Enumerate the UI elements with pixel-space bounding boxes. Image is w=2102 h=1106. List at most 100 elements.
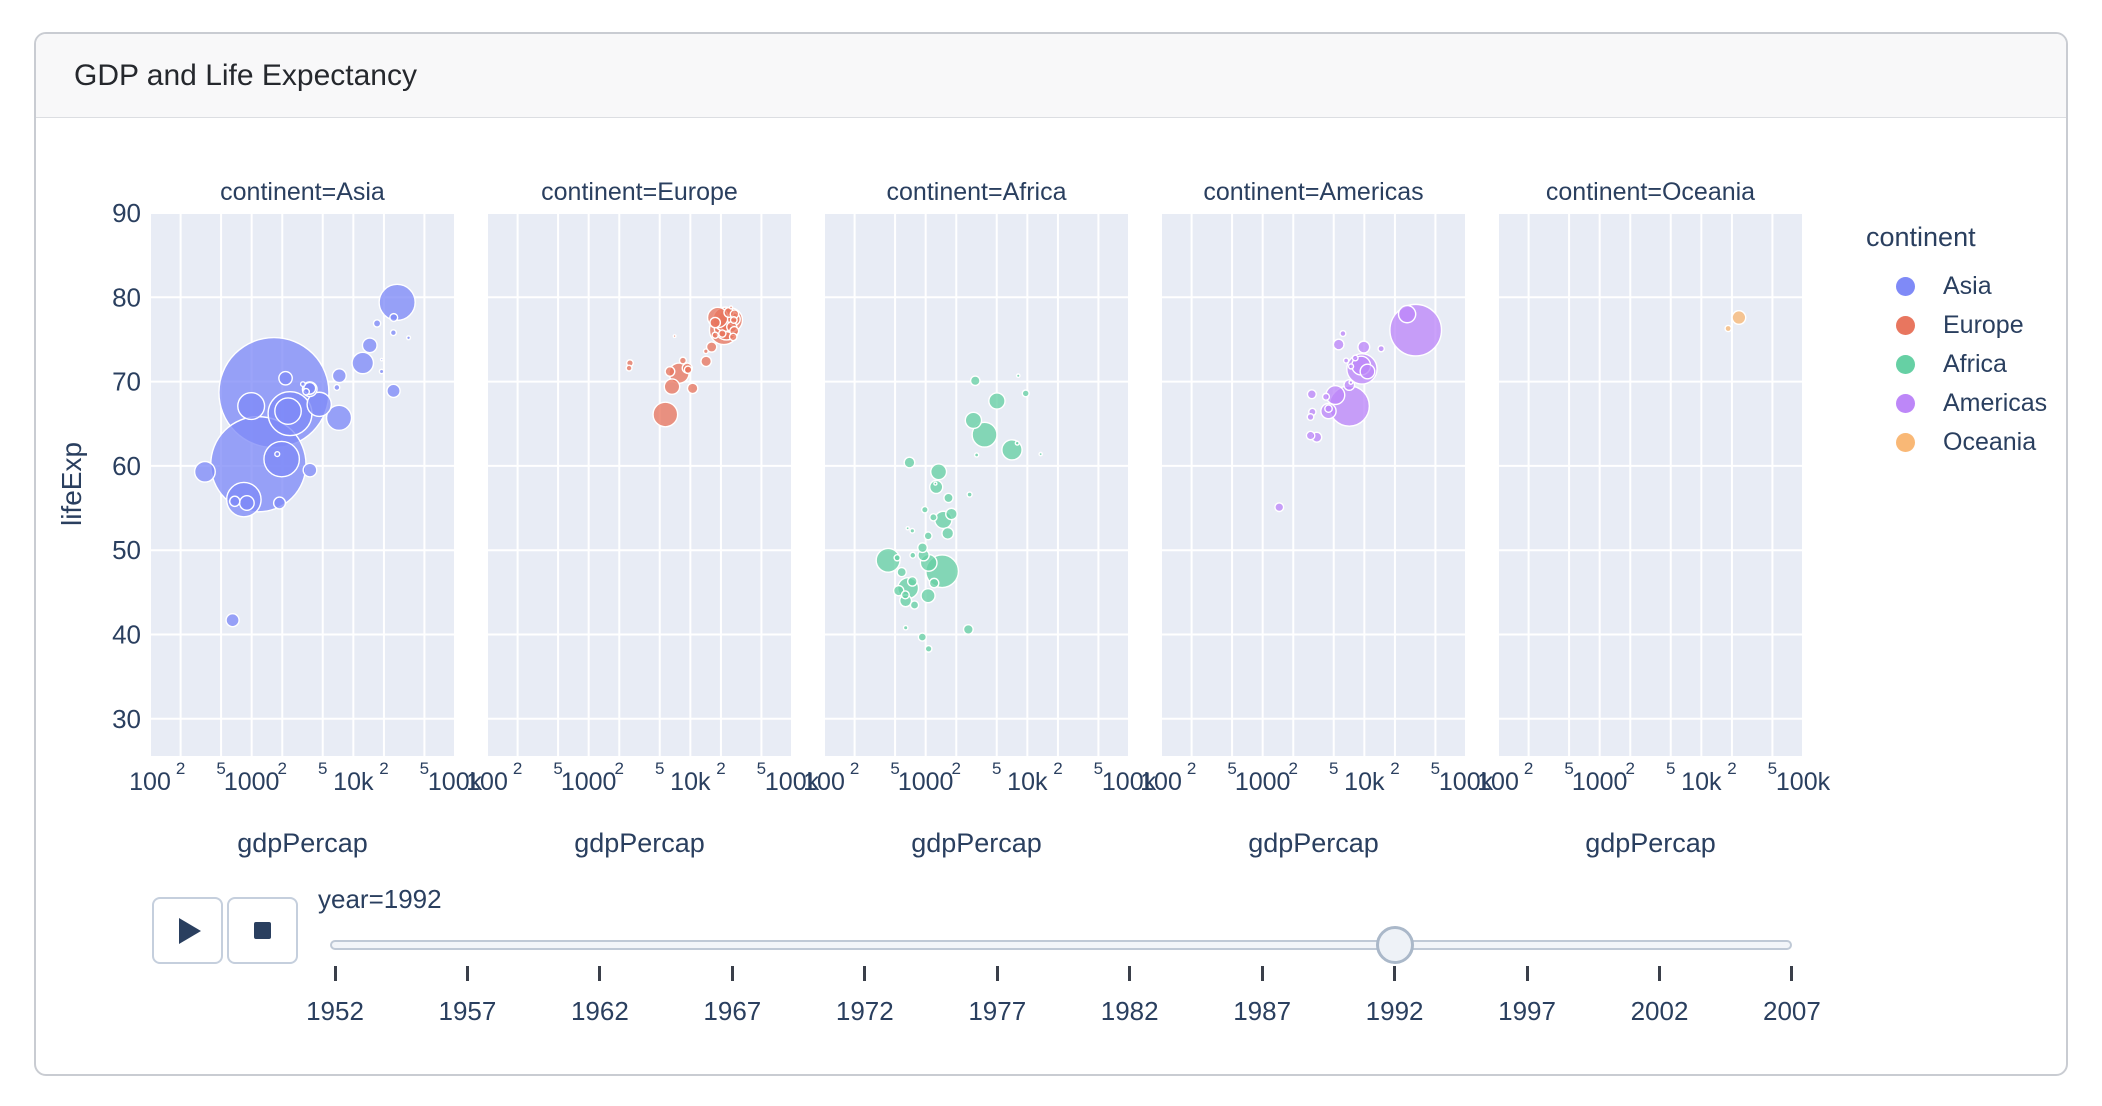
data-point[interactable] xyxy=(299,381,306,388)
data-point[interactable] xyxy=(405,335,412,341)
data-point[interactable] xyxy=(924,644,933,653)
stop-button[interactable] xyxy=(227,897,298,964)
data-point[interactable] xyxy=(386,383,401,399)
legend-item-americas[interactable]: Americas xyxy=(1866,384,2086,423)
data-point[interactable] xyxy=(678,356,687,365)
data-point[interactable] xyxy=(964,411,983,430)
data-point[interactable] xyxy=(1348,379,1354,385)
data-point[interactable] xyxy=(709,316,722,329)
data-point[interactable] xyxy=(1274,502,1285,513)
data-point[interactable] xyxy=(728,332,738,342)
data-point[interactable] xyxy=(1321,392,1331,401)
data-point[interactable] xyxy=(672,334,677,339)
data-point[interactable] xyxy=(923,531,933,541)
data-point[interactable] xyxy=(917,542,929,554)
legend-item-oceania[interactable]: Oceania xyxy=(1866,423,2086,462)
data-point[interactable] xyxy=(969,375,981,387)
data-point[interactable] xyxy=(920,505,929,514)
data-point[interactable] xyxy=(945,507,958,521)
legend-item-asia[interactable]: Asia xyxy=(1866,267,2086,306)
data-point[interactable] xyxy=(988,392,1006,410)
data-point[interactable] xyxy=(333,383,341,392)
data-point[interactable] xyxy=(325,404,353,432)
data-point[interactable] xyxy=(729,316,738,325)
data-point[interactable] xyxy=(1357,340,1371,354)
data-point[interactable] xyxy=(1377,344,1385,353)
data-point[interactable] xyxy=(238,494,255,511)
data-point[interactable] xyxy=(663,378,681,396)
data-point[interactable] xyxy=(1306,389,1317,400)
data-point[interactable] xyxy=(274,397,302,426)
data-point[interactable] xyxy=(361,337,378,354)
data-point[interactable] xyxy=(306,391,333,418)
data-point[interactable] xyxy=(652,401,679,428)
data-point[interactable] xyxy=(389,329,397,337)
data-point[interactable] xyxy=(1724,324,1732,333)
data-point[interactable] xyxy=(263,440,301,478)
data-point[interactable] xyxy=(389,312,399,323)
data-point[interactable] xyxy=(1339,329,1347,338)
data-point[interactable] xyxy=(193,460,216,483)
data-point[interactable] xyxy=(718,329,727,338)
data-point[interactable] xyxy=(1021,389,1030,398)
data-point[interactable] xyxy=(909,527,916,534)
legend-item-africa[interactable]: Africa xyxy=(1866,345,2086,384)
data-point[interactable] xyxy=(929,479,944,495)
data-point[interactable] xyxy=(1397,304,1417,324)
data-point[interactable] xyxy=(903,456,916,469)
slider-track[interactable] xyxy=(330,940,1792,950)
data-point[interactable] xyxy=(379,357,384,362)
data-point[interactable] xyxy=(943,492,954,504)
data-point[interactable] xyxy=(278,370,293,386)
data-point[interactable] xyxy=(625,364,633,372)
data-point[interactable] xyxy=(962,623,974,635)
data-point[interactable] xyxy=(372,319,382,328)
data-point[interactable] xyxy=(929,513,938,522)
data-point[interactable] xyxy=(702,348,709,355)
data-point[interactable] xyxy=(928,577,940,589)
data-point[interactable] xyxy=(1332,338,1345,351)
data-point[interactable] xyxy=(274,450,281,458)
data-point[interactable] xyxy=(331,368,347,384)
data-point[interactable] xyxy=(893,553,902,562)
data-point[interactable] xyxy=(683,365,693,375)
data-point[interactable] xyxy=(1731,310,1747,326)
data-point[interactable] xyxy=(971,421,998,448)
data-point[interactable] xyxy=(973,452,980,458)
data-point[interactable] xyxy=(1359,363,1376,380)
data-point[interactable] xyxy=(920,588,936,604)
data-point[interactable] xyxy=(933,481,938,486)
data-point[interactable] xyxy=(237,391,266,421)
data-point[interactable] xyxy=(302,462,318,478)
data-point[interactable] xyxy=(705,341,718,353)
data-point[interactable] xyxy=(1306,413,1315,422)
data-point[interactable] xyxy=(378,368,385,375)
data-point[interactable] xyxy=(351,351,375,375)
data-point[interactable] xyxy=(711,331,719,340)
data-point[interactable] xyxy=(302,387,311,396)
data-point[interactable] xyxy=(272,496,287,510)
data-point[interactable] xyxy=(909,551,917,559)
data-point[interactable] xyxy=(906,575,918,587)
data-point[interactable] xyxy=(917,632,928,642)
data-point[interactable] xyxy=(905,525,910,531)
data-point[interactable] xyxy=(700,355,713,368)
data-point[interactable] xyxy=(225,612,240,628)
data-point[interactable] xyxy=(728,305,734,310)
data-point[interactable] xyxy=(1342,357,1350,364)
data-point[interactable] xyxy=(1015,373,1021,379)
play-button[interactable] xyxy=(152,897,223,964)
data-point[interactable] xyxy=(1347,363,1355,370)
slider-handle[interactable] xyxy=(1375,926,1414,964)
data-point[interactable] xyxy=(664,365,676,377)
data-point[interactable] xyxy=(1351,354,1359,362)
data-point[interactable] xyxy=(1038,451,1043,457)
data-point[interactable] xyxy=(896,566,907,578)
data-point[interactable] xyxy=(900,590,910,600)
data-point[interactable] xyxy=(902,624,909,631)
data-point[interactable] xyxy=(966,491,973,498)
data-point[interactable] xyxy=(1305,430,1316,441)
legend-item-europe[interactable]: Europe xyxy=(1866,306,2086,345)
data-point[interactable] xyxy=(930,463,948,481)
data-point[interactable] xyxy=(909,600,920,610)
